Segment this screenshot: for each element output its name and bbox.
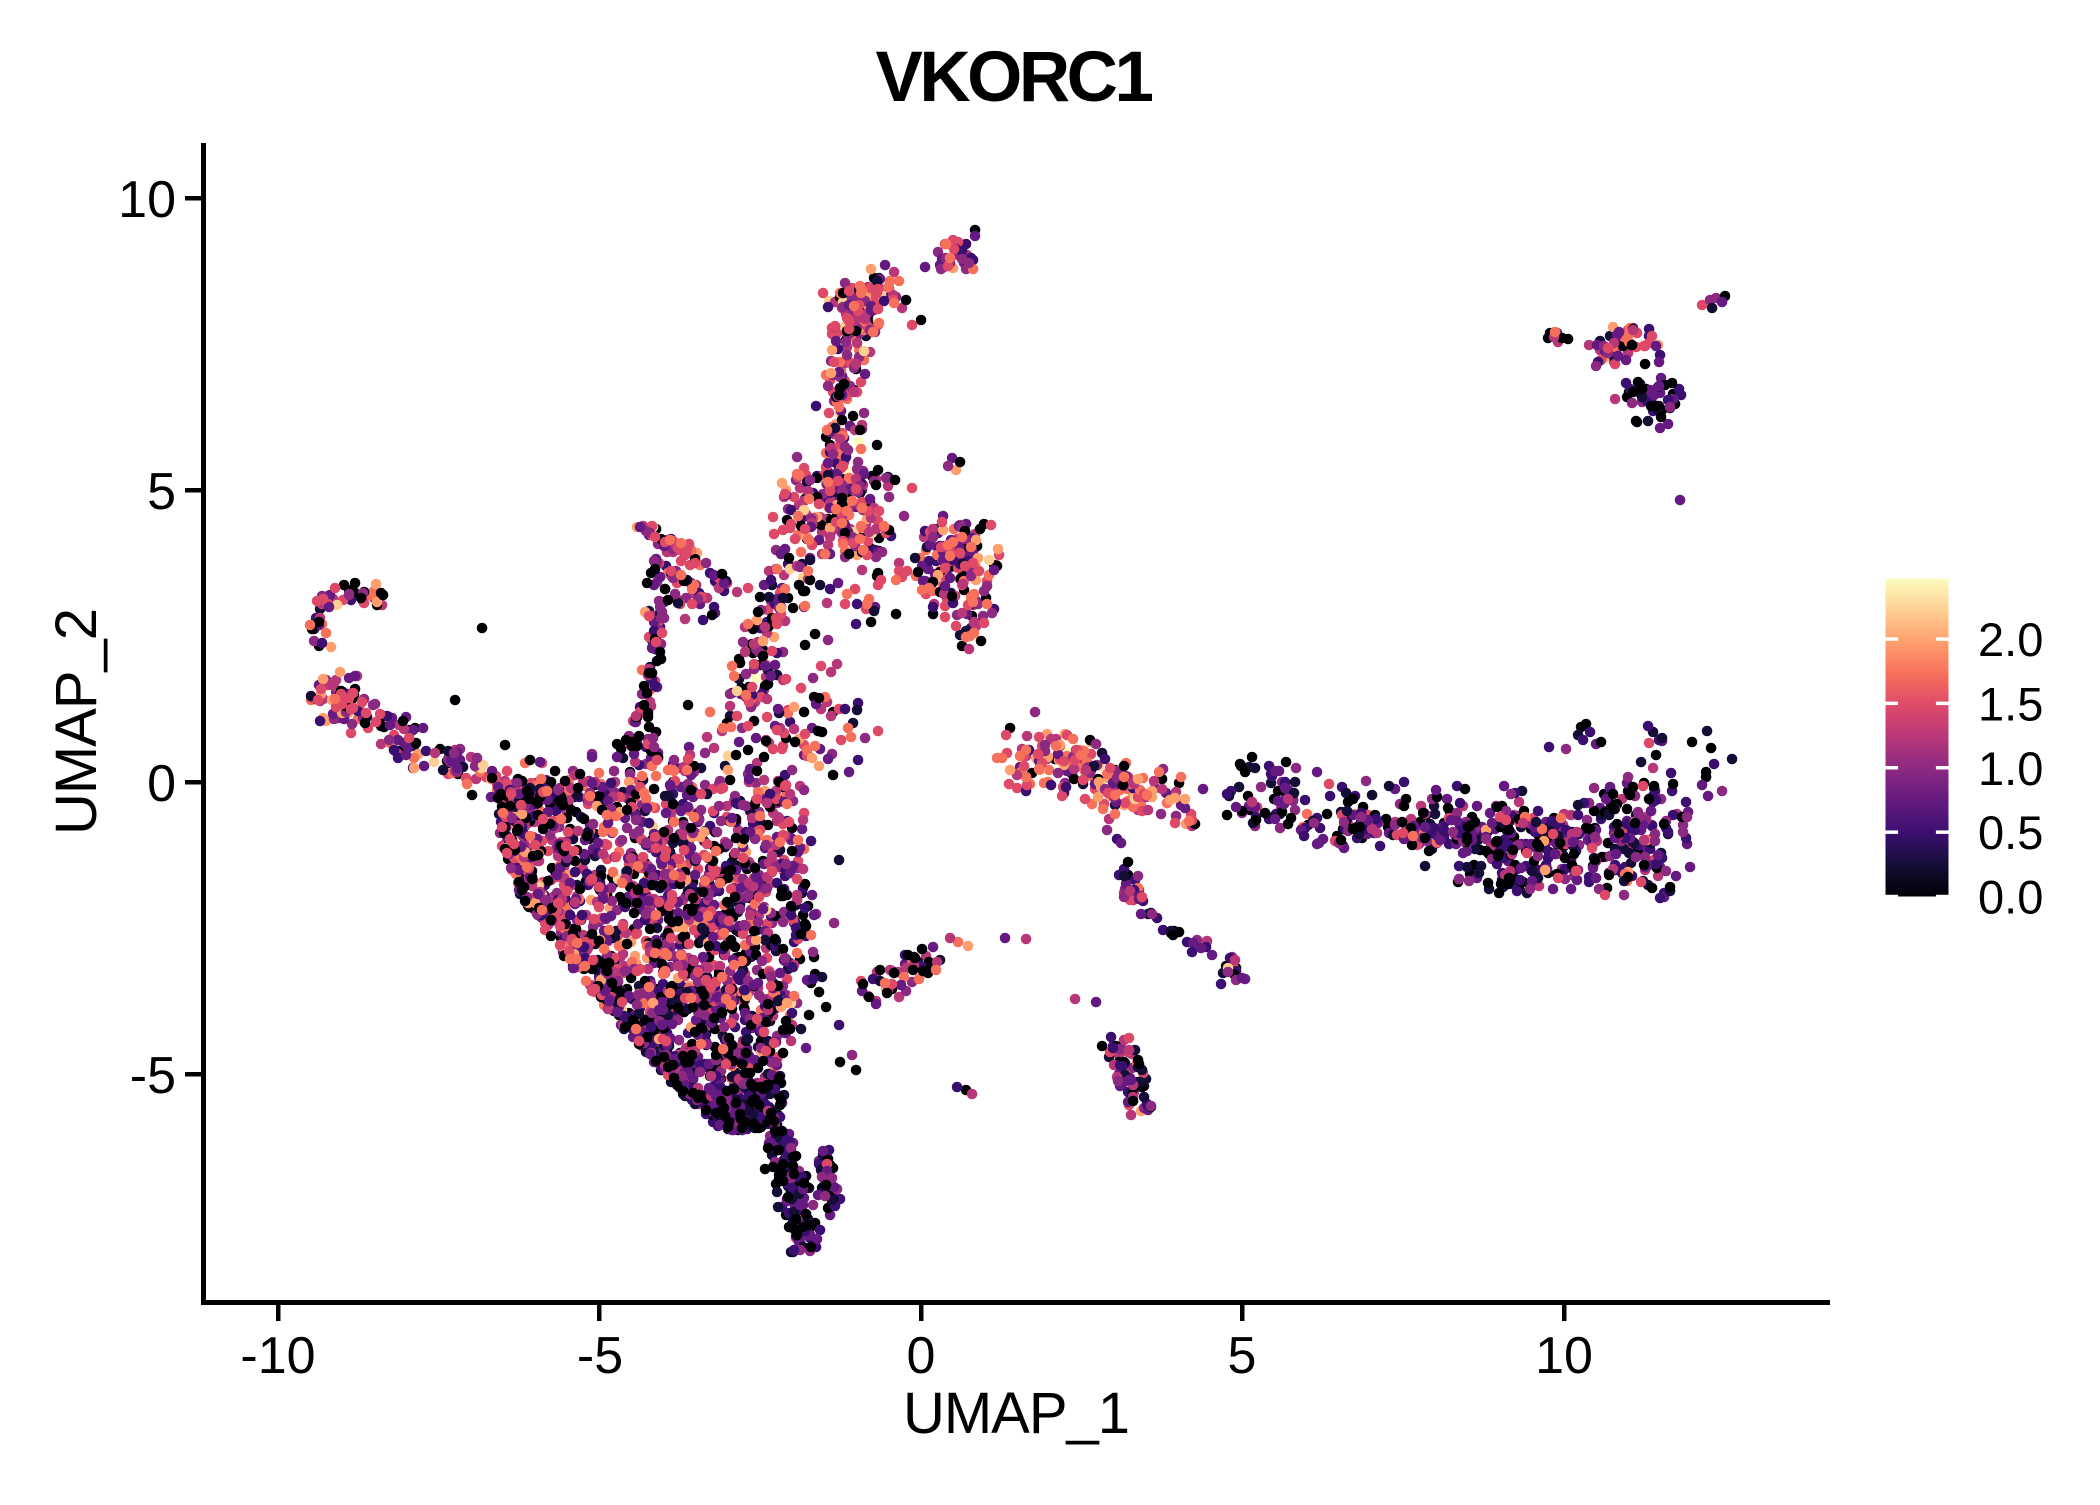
svg-text:1.5: 1.5 [1978,677,2043,730]
svg-text:0.0: 0.0 [1978,871,2043,924]
svg-text:UMAP_1: UMAP_1 [903,1381,1129,1446]
svg-text:5: 5 [147,463,176,521]
svg-text:1.0: 1.0 [1978,742,2043,795]
svg-text:0: 0 [147,755,176,813]
svg-text:10: 10 [118,171,176,229]
svg-text:2.0: 2.0 [1978,613,2043,666]
svg-text:0.5: 0.5 [1978,806,2043,859]
svg-text:VKORC1: VKORC1 [876,38,1153,117]
svg-text:-5: -5 [130,1047,176,1105]
svg-text:10: 10 [1535,1327,1593,1385]
svg-text:5: 5 [1228,1327,1257,1385]
svg-text:UMAP_2: UMAP_2 [44,609,109,835]
svg-text:0: 0 [907,1327,936,1385]
svg-text:-10: -10 [240,1327,315,1385]
svg-text:-5: -5 [577,1327,623,1385]
